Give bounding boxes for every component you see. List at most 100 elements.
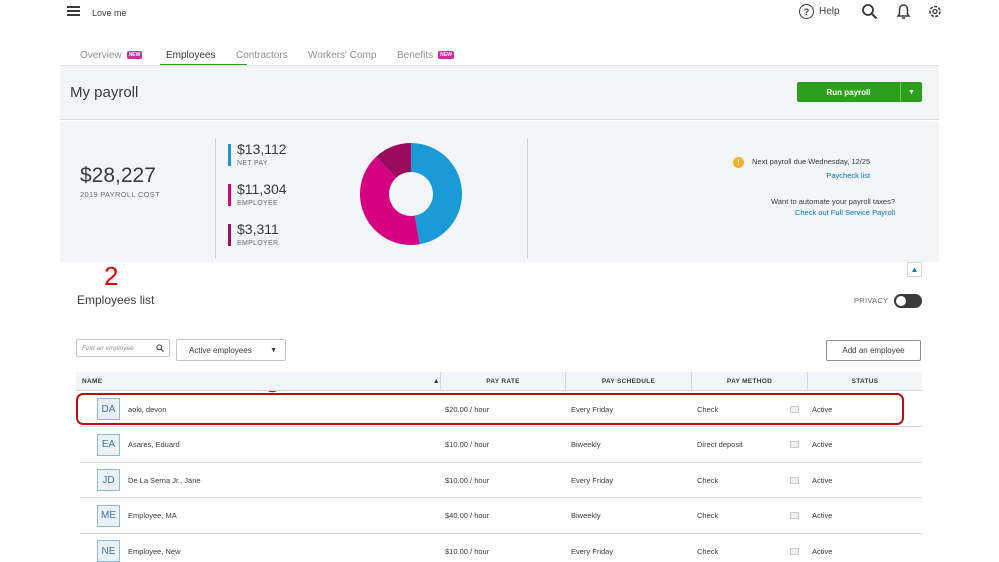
pay-method: Check <box>697 475 719 485</box>
document-icon <box>790 534 799 562</box>
avatar-cell: DA <box>97 392 120 426</box>
payroll-donut-chart <box>360 143 462 245</box>
tab-benefits[interactable]: Benefits NEW <box>397 45 454 65</box>
stat-label: NET PAY <box>237 160 268 167</box>
pay-schedule: Biweekly <box>571 440 601 449</box>
document-icon <box>790 392 799 426</box>
help-label: Help <box>819 6 840 17</box>
filter-value: Active employees <box>189 345 252 355</box>
employee-name[interactable]: aoki, devon <box>128 404 167 414</box>
annotation-step-2: 2 <box>104 261 119 291</box>
status: Active <box>812 404 833 414</box>
pay-rate: $10.00 / hour <box>445 440 490 449</box>
run-payroll-button[interactable]: Run payroll ▼ <box>797 82 922 102</box>
toggle-knob <box>896 296 906 306</box>
tab-label: Employees <box>166 49 216 61</box>
column-label: NAME <box>82 378 103 385</box>
privacy-label: PRIVACY <box>854 296 889 305</box>
help-button[interactable]: ? Help <box>799 4 840 19</box>
pay-method: Check <box>697 546 719 556</box>
stat-employer: $3,311 EMPLOYER <box>228 221 279 247</box>
status: Active <box>812 511 833 520</box>
payroll-summary <box>60 121 939 262</box>
pay-rate: $20.00 / hour <box>445 404 490 414</box>
pay-method: Direct deposit <box>697 440 743 449</box>
search-icon[interactable] <box>861 3 878 20</box>
row-highlight-annotation <box>76 393 904 425</box>
collapse-button[interactable]: ▲ <box>907 262 922 277</box>
column-header-pay-method[interactable]: PAY METHOD <box>691 372 807 391</box>
tab-overview[interactable]: Overview NEW <box>80 45 166 65</box>
new-badge: NEW <box>438 51 454 59</box>
pay-rate: $40.00 / hour <box>445 511 490 520</box>
pay-schedule: Biweekly <box>571 511 601 520</box>
stat-net-pay: $13,112 NET PAY <box>228 141 287 167</box>
divider <box>215 138 216 258</box>
avatar-cell: NE <box>97 534 120 562</box>
menu-icon[interactable] <box>67 5 80 17</box>
status: Active <box>812 475 833 485</box>
avatar: ME <box>97 504 120 527</box>
tab-label: Overview <box>80 49 122 61</box>
tab-label: Contractors <box>236 49 288 61</box>
search-placeholder: Find an employee <box>82 344 134 352</box>
automate-notice: Want to automate your payroll taxes? Che… <box>733 197 895 217</box>
tab-label: Workers' Comp <box>308 49 377 61</box>
pay-schedule: Every Friday <box>571 546 614 556</box>
full-service-link[interactable]: Check out Full Service Payroll <box>794 208 895 217</box>
tab-workers-comp[interactable]: Workers' Comp <box>308 45 397 65</box>
column-header-pay-schedule[interactable]: PAY SCHEDULE <box>565 372 691 391</box>
table-row[interactable]: NE Employee, New $10.00 / hour Every Friday… <box>80 534 922 562</box>
employee-name[interactable]: Asares, Eduard <box>128 440 180 449</box>
chevron-down-icon[interactable]: ▼ <box>908 88 915 96</box>
warning-icon: ! <box>733 157 744 168</box>
column-header-name[interactable]: NAME ▲ <box>82 372 446 391</box>
net-pay-color-bar <box>228 144 231 166</box>
column-header-status[interactable]: STATUS <box>807 372 922 391</box>
gear-icon[interactable] <box>927 3 941 20</box>
tab-contractors[interactable]: Contractors <box>236 45 308 65</box>
automate-text: Want to automate your payroll taxes? <box>771 197 895 206</box>
new-badge: NEW <box>126 51 143 59</box>
payroll-header <box>60 65 939 120</box>
employee-name[interactable]: Employee, MA <box>128 511 177 520</box>
help-icon: ? <box>799 4 814 19</box>
pay-schedule: Every Friday <box>571 404 614 414</box>
document-icon <box>790 499 799 533</box>
pay-method: Check <box>697 404 719 414</box>
employee-filter-select[interactable]: Active employees ▼ <box>176 339 286 361</box>
donut-slice-net-pay <box>411 143 462 245</box>
status: Active <box>812 546 833 556</box>
paycheck-list-link[interactable]: Paycheck list <box>826 171 871 180</box>
privacy-toggle[interactable] <box>894 294 922 308</box>
donut-slice-employer <box>376 143 411 178</box>
stat-label: EMPLOYEE <box>237 200 278 207</box>
search-icon <box>156 344 164 352</box>
run-payroll-label[interactable]: Run payroll <box>797 82 901 102</box>
avatar: JD <box>97 469 120 491</box>
column-header-pay-rate[interactable]: PAY RATE <box>440 372 565 391</box>
table-row[interactable]: ME Employee, MA $40.00 / hour Biweekly Check… <box>80 499 922 534</box>
page-title: My payroll <box>70 84 139 101</box>
avatar-cell: JD <box>97 463 120 497</box>
tab-employees[interactable]: Employees <box>160 45 247 67</box>
pay-rate: $10.00 / hour <box>445 546 490 556</box>
next-payroll-notice: ! Next payroll due Wednesday, 12/25 Payc… <box>733 157 870 180</box>
donut-slice-employee <box>360 156 420 245</box>
employee-name[interactable]: De La Serna Jr., Jane <box>128 475 201 485</box>
bell-icon[interactable] <box>896 3 911 20</box>
add-employee-button[interactable]: Add an employee <box>826 340 921 361</box>
employee-name[interactable]: Employee, New <box>128 546 181 556</box>
avatar: DA <box>97 398 120 420</box>
table-row[interactable]: EA Asares, Eduard $10.00 / hour Biweekly Dir… <box>80 428 922 463</box>
pay-schedule: Every Friday <box>571 475 614 485</box>
chevron-down-icon: ▼ <box>270 346 277 354</box>
divider <box>527 138 528 258</box>
pay-method: Check <box>697 511 719 520</box>
table-row[interactable]: DA aoki, devon $20.00 / hour Every Friday Ch… <box>80 392 922 427</box>
table-row[interactable]: JD De La Serna Jr., Jane $10.00 / hour Ever… <box>80 463 922 498</box>
search-input[interactable]: Find an employee <box>76 339 170 357</box>
stat-value: $13,112 <box>237 141 287 157</box>
sort-asc-icon: ▲ <box>432 378 440 385</box>
stat-employee: $11,304 EMPLOYEE <box>228 181 287 207</box>
